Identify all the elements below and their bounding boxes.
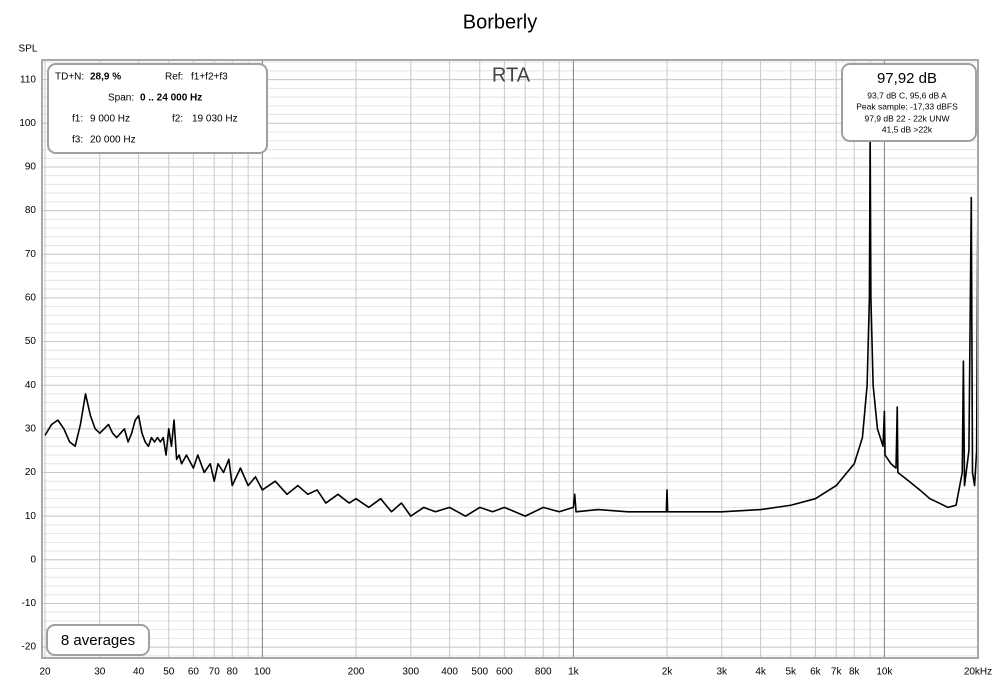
info-value: 9 000 Hz [90,114,130,125]
x-tick-label: 5k [785,667,797,678]
level-box: 97,92 dB 93,7 dB C, 95,6 dB A Peak sampl… [841,63,977,142]
info-value: 0 .. 24 000 Hz [140,93,202,104]
info-value: 28,9 % [90,72,121,83]
x-tick-label: 4k [755,667,767,678]
x-tick-label: 40 [133,667,145,678]
level-line: 41,5 dB >22k [882,124,933,134]
x-tick-label: 200 [348,667,365,678]
info-label: f3: [72,135,83,146]
plot-label: RTA [492,64,531,86]
y-tick-label: -10 [22,598,37,609]
info-label: Span: [108,93,134,104]
info-box-frame [47,63,268,154]
x-tick-label: 30 [94,667,106,678]
x-tick-label: 500 [471,667,488,678]
averages-box: 8 averages [46,624,150,656]
info-value: 19 030 Hz [192,114,238,125]
y-tick-label: 40 [25,380,37,391]
x-tick-label: 2k [662,667,674,678]
y-tick-label: 80 [25,205,37,216]
x-tick-label: 70 [209,667,221,678]
x-tick-label: 6k [810,667,822,678]
y-tick-label: 110 [20,74,36,85]
x-tick-label: 600 [496,667,513,678]
x-tick-label: 7k [831,667,843,678]
info-label: TD+N: [55,72,84,83]
x-tick-label: 60 [188,667,200,678]
x-tick-label: 300 [402,667,419,678]
x-tick-label: 10k [876,667,893,678]
plot-border [41,59,979,659]
grid [42,60,979,658]
x-tick-label: 8k [849,667,861,678]
y-tick-label: 10 [25,511,37,522]
y-tick-label: 30 [25,423,37,434]
y-tick-label: 50 [25,336,37,347]
info-label: f2: [172,114,183,125]
y-tick-label: -20 [22,642,37,653]
x-tick-label: 800 [535,667,552,678]
x-tick-label: 1k [568,667,580,678]
x-tick-label: 20kHz [964,667,992,678]
info-label: Ref: [165,72,183,83]
level-line: Peak sample: -17,33 dBFS [856,101,958,111]
x-tick-label: 100 [254,667,271,678]
y-tick-label: 90 [25,162,37,173]
spectrum-line [44,131,979,517]
level-line: 97,9 dB 22 - 22k UNW [864,113,949,123]
y-tick-label: 0 [30,554,36,565]
averages-frame [46,624,150,656]
info-box: TD+N: 28,9 % Ref: f1+f2+f3 Span: 0 .. 24… [47,63,268,154]
plot [44,131,979,517]
level-box-frame [841,63,977,142]
x-tick-label: 80 [227,667,239,678]
level-line: 93,7 dB C, 95,6 dB A [867,90,947,100]
level-main: 97,92 dB [877,70,937,87]
y-axis-label: SPL [19,44,38,55]
info-label: f1: [72,114,83,125]
y-tick-label: 100 [19,118,36,129]
y-tick-label: 60 [25,293,37,304]
y-tick-label: 20 [25,467,37,478]
x-tick-label: 3k [716,667,728,678]
info-value: f1+f2+f3 [191,72,228,83]
x-tick-label: 50 [163,667,175,678]
averages-label: 8 averages [61,632,135,649]
y-tick-label: 70 [25,249,37,260]
chart-title: Borberly [463,11,537,33]
info-value: 20 000 Hz [90,135,136,146]
x-tick-label: 20 [39,667,51,678]
x-tick-label: 400 [441,667,458,678]
